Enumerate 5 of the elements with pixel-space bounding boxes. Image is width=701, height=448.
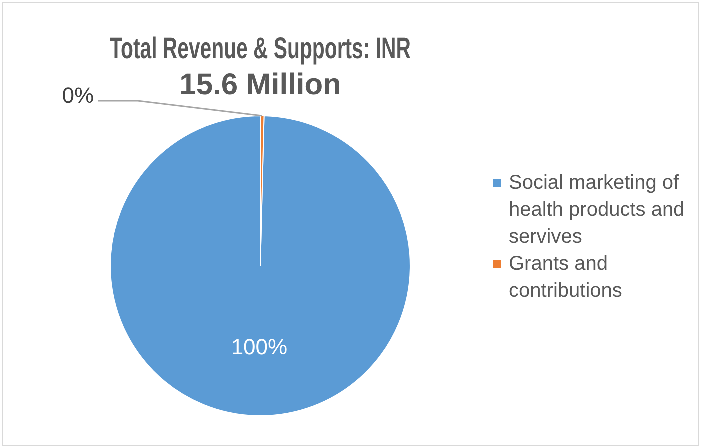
chart-title: Total Revenue & Supports: INR 15.6 Million [110, 32, 411, 102]
data-label: 0% [62, 83, 94, 108]
legend-label: Social marketing of health products and servives [509, 171, 686, 250]
legend-label: Grants and contributions [509, 252, 624, 304]
data-label: 100% [231, 334, 288, 360]
